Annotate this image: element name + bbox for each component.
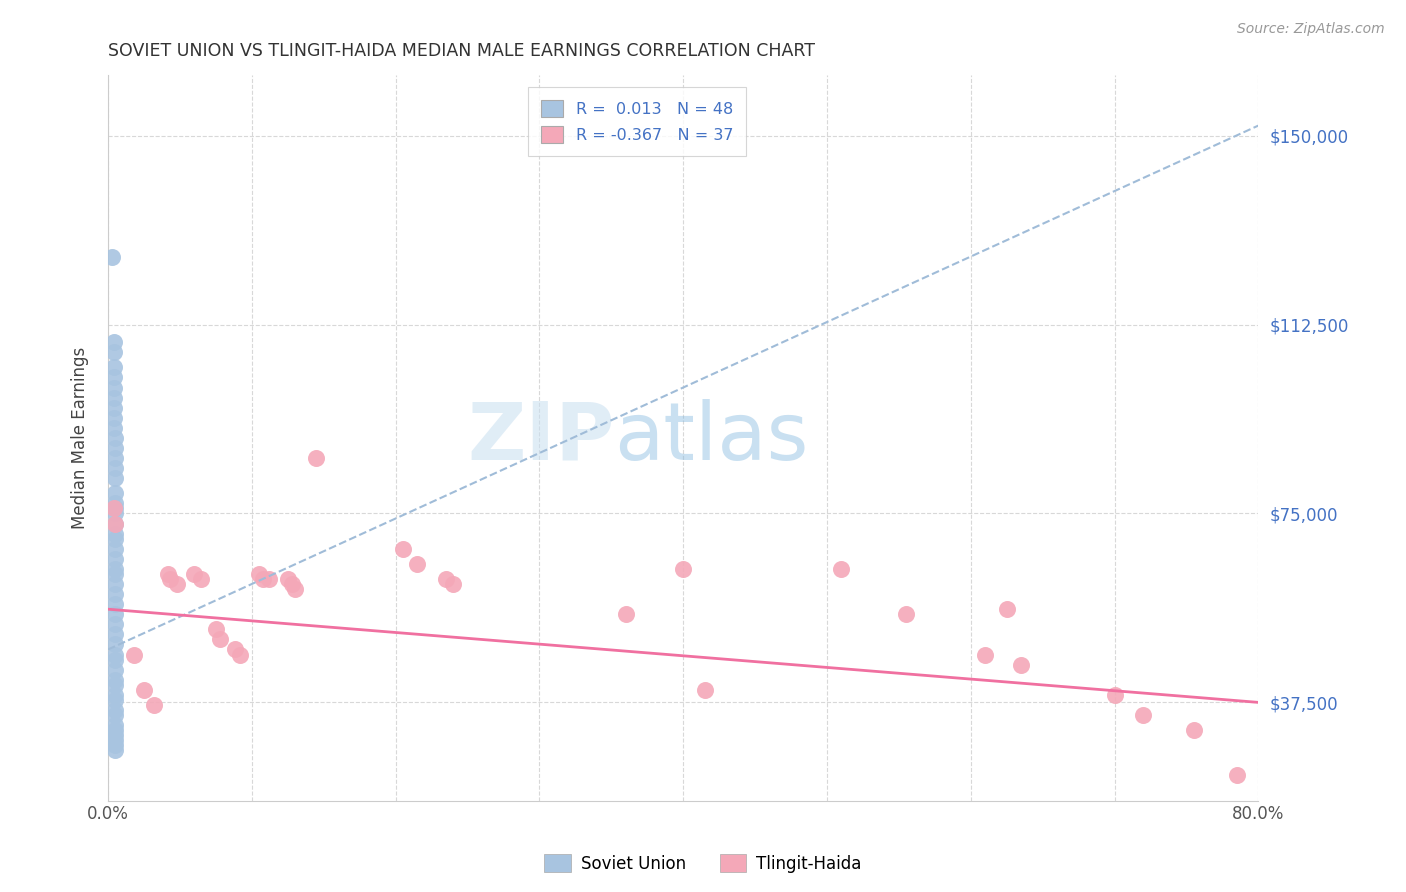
Point <box>277 572 299 586</box>
Text: Source: ZipAtlas.com: Source: ZipAtlas.com <box>1237 22 1385 37</box>
Point <box>104 617 127 632</box>
Y-axis label: Median Male Earnings: Median Male Earnings <box>72 347 89 529</box>
Point <box>391 541 413 556</box>
Text: ZIP: ZIP <box>467 399 614 477</box>
Point <box>104 703 127 717</box>
Point <box>104 461 127 475</box>
Point <box>305 451 328 466</box>
Point <box>104 541 127 556</box>
Point <box>693 682 716 697</box>
Text: SOVIET UNION VS TLINGIT-HAIDA MEDIAN MALE EARNINGS CORRELATION CHART: SOVIET UNION VS TLINGIT-HAIDA MEDIAN MAL… <box>108 42 815 60</box>
Point <box>104 607 127 622</box>
Point <box>104 566 127 581</box>
Point <box>122 648 145 662</box>
Point <box>104 663 127 677</box>
Point <box>104 501 127 516</box>
Point <box>103 380 125 394</box>
Point <box>166 577 188 591</box>
Point <box>224 642 246 657</box>
Point <box>104 431 127 445</box>
Point <box>103 370 125 384</box>
Point <box>229 648 252 662</box>
Point <box>209 632 232 647</box>
Point <box>995 602 1018 616</box>
Point <box>103 501 125 516</box>
Point <box>159 572 181 586</box>
Point <box>104 738 127 752</box>
Point <box>104 562 127 576</box>
Text: atlas: atlas <box>614 399 808 477</box>
Point <box>434 572 457 586</box>
Point <box>104 496 127 510</box>
Point <box>103 401 125 415</box>
Point <box>103 360 125 375</box>
Point <box>104 718 127 732</box>
Point <box>1226 768 1249 782</box>
Point <box>104 688 127 702</box>
Point <box>284 582 307 596</box>
Point <box>247 566 270 581</box>
Point <box>104 597 127 611</box>
Point <box>132 682 155 697</box>
Point <box>830 562 852 576</box>
Point <box>974 648 997 662</box>
Point <box>894 607 917 622</box>
Point <box>104 708 127 723</box>
Point <box>103 391 125 405</box>
Point <box>104 507 127 521</box>
Point <box>101 250 124 264</box>
Point <box>104 627 127 641</box>
Point <box>104 526 127 541</box>
Point <box>672 562 695 576</box>
Point <box>1132 708 1154 723</box>
Point <box>104 577 127 591</box>
Point <box>104 486 127 500</box>
Point <box>104 648 127 662</box>
Point <box>257 572 280 586</box>
Point <box>103 421 125 435</box>
Point <box>1104 688 1126 702</box>
Legend: Soviet Union, Tlingit-Haida: Soviet Union, Tlingit-Haida <box>537 847 869 880</box>
Point <box>104 441 127 455</box>
Point <box>104 652 127 666</box>
Point <box>104 673 127 687</box>
Point <box>104 728 127 742</box>
Point <box>104 451 127 466</box>
Point <box>1010 657 1032 672</box>
Point <box>143 698 166 712</box>
Point <box>183 566 205 581</box>
Point <box>1182 723 1205 737</box>
Point <box>104 516 127 531</box>
Point <box>104 678 127 692</box>
Point <box>157 566 180 581</box>
Point <box>103 345 125 359</box>
Point <box>103 410 125 425</box>
Point <box>103 335 125 350</box>
Point <box>614 607 637 622</box>
Point <box>205 623 228 637</box>
Point <box>441 577 464 591</box>
Point <box>406 557 429 571</box>
Point <box>104 532 127 546</box>
Point <box>104 733 127 747</box>
Point <box>190 572 212 586</box>
Legend: R =  0.013   N = 48, R = -0.367   N = 37: R = 0.013 N = 48, R = -0.367 N = 37 <box>529 87 747 156</box>
Point <box>104 637 127 651</box>
Point <box>281 577 304 591</box>
Point <box>104 587 127 601</box>
Point <box>104 723 127 737</box>
Point <box>104 743 127 757</box>
Point <box>104 551 127 566</box>
Point <box>252 572 274 586</box>
Point <box>104 693 127 707</box>
Point <box>104 516 127 531</box>
Point <box>104 471 127 485</box>
